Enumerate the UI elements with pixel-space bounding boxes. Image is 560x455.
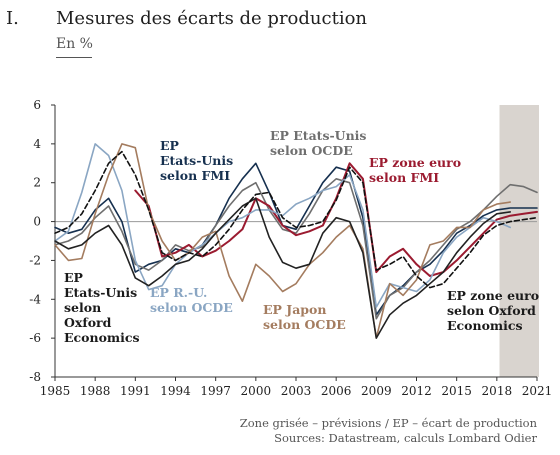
annotation-line: Etats-Unis: [160, 153, 233, 168]
annotation-line: Economics: [64, 330, 140, 345]
x-tick-label: 1991: [120, 384, 151, 398]
annotation-line: EP Etats-Unis: [270, 128, 366, 143]
annotation-oxford_us: EP Etats-Unis selon Oxford Economics: [64, 270, 140, 345]
x-tick-label: 2003: [281, 384, 312, 398]
series-line-fmi_us: [54, 162, 538, 316]
y-tick-label: 6: [33, 98, 41, 112]
y-tick-label: -2: [29, 253, 41, 267]
annotation-ocde_uk: EP R.-U. selon OCDE: [150, 285, 233, 315]
annotation-line: Economics: [447, 318, 523, 333]
annotation-euro_fmi: EP zone euro selon FMI: [369, 155, 461, 185]
y-tick-label: -4: [29, 292, 41, 306]
figure-number: I.: [6, 8, 19, 29]
annotation-line: EP: [160, 138, 180, 153]
annotation-line: EP zone euro: [447, 288, 539, 303]
x-tick-label: 2000: [241, 384, 272, 398]
x-tick-label: 1994: [160, 384, 191, 398]
unit-underline: [56, 57, 92, 58]
annotation-line: Oxford: [64, 315, 112, 330]
annotation-line: EP zone euro: [369, 155, 461, 170]
y-tick-label: 4: [33, 137, 41, 151]
unit-label: En %: [56, 36, 93, 52]
annotation-line: selon OCDE: [270, 143, 353, 158]
series-line-oxford_us: [54, 197, 511, 339]
annotation-line: selon OCDE: [263, 317, 346, 332]
x-tick-label: 2009: [361, 384, 392, 398]
annotation-line: selon FMI: [160, 168, 230, 183]
annotation-line: selon: [64, 300, 101, 315]
footer-sources: Sources: Datastream, calculs Lombard Odi…: [274, 431, 537, 445]
footer-note: Zone grisée – prévisions / EP – écart de…: [240, 416, 538, 430]
annotation-line: selon OCDE: [150, 300, 233, 315]
x-tick-label: 1985: [40, 384, 71, 398]
x-tick-label: 2012: [401, 384, 432, 398]
chart-title: Mesures des écarts de production: [56, 8, 368, 29]
y-tick-label: 2: [33, 176, 41, 190]
forecast-shade-rect: [499, 105, 539, 377]
x-tick-label: 1988: [80, 384, 111, 398]
forecast-shading: [499, 105, 539, 377]
x-tick-label: 2021: [522, 384, 553, 398]
y-tick-label: 0: [33, 215, 41, 229]
x-tick-label: 1997: [200, 384, 231, 398]
series-line-ocde_us: [54, 178, 538, 320]
annotation-line: selon FMI: [369, 170, 439, 185]
series-line-ocde_jp: [54, 143, 511, 339]
annotation-line: Etats-Unis: [64, 285, 137, 300]
annotation-oxford_euro: EP zone euro selon Oxford Economics: [447, 288, 539, 333]
annotation-ocde_jp: EP Japon selon OCDE: [263, 302, 346, 332]
y-tick-label: -6: [29, 331, 41, 345]
x-tick-label: 2006: [321, 384, 352, 398]
annotation-line: EP: [64, 270, 84, 285]
annotation-line: selon Oxford: [447, 303, 536, 318]
series-line-oxford_euro: [54, 150, 538, 289]
y-tick-label: -8: [29, 370, 41, 384]
annotation-line: EP R.-U.: [150, 285, 207, 300]
annotation-fmi_us: EP Etats-Unis selon FMI: [160, 138, 233, 183]
series-line-ocde_uk: [54, 143, 511, 308]
series-lines: [54, 143, 538, 339]
annotation-ocde_us: EP Etats-Unis selon OCDE: [270, 128, 366, 158]
x-tick-label: 2015: [441, 384, 472, 398]
annotation-line: EP Japon: [263, 302, 326, 317]
x-tick-label: 2018: [482, 384, 513, 398]
